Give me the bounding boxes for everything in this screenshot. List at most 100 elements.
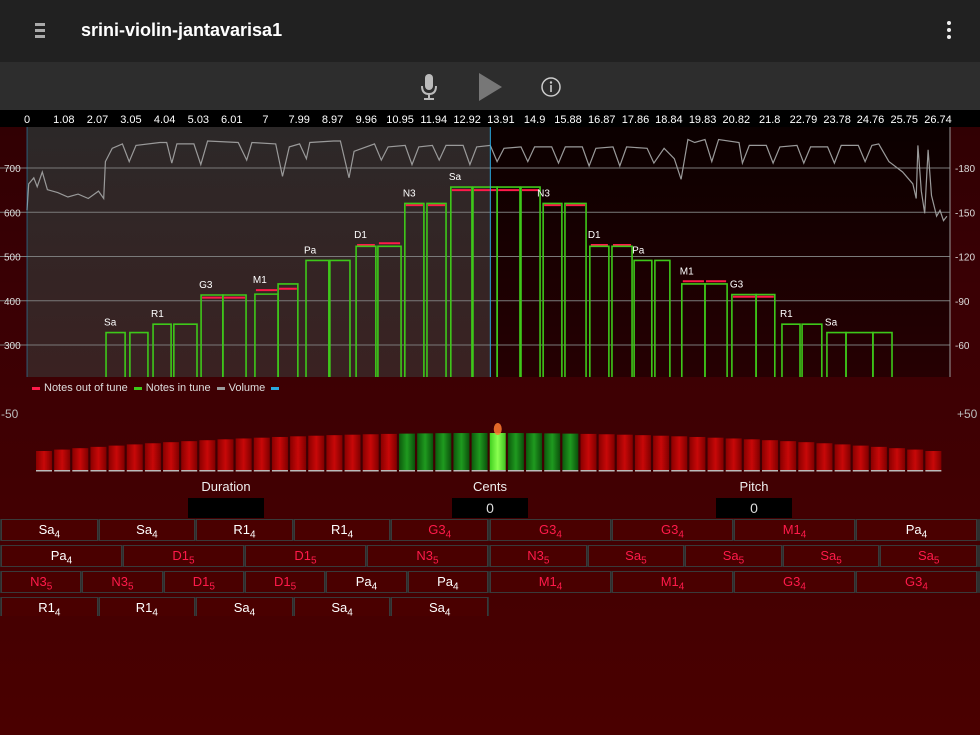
tuner-bar-base <box>380 470 397 472</box>
note-cell[interactable]: G34 <box>391 519 488 541</box>
note-cell[interactable]: Sa4 <box>1 519 98 541</box>
tuner-bar-base <box>126 470 143 472</box>
note-bar <box>305 259 330 377</box>
note-cell[interactable]: N35 <box>367 545 488 567</box>
playback-toolbar <box>0 62 980 110</box>
note-cell[interactable]: Sa5 <box>685 545 782 567</box>
note-cell[interactable]: Sa4 <box>98 519 196 541</box>
menu-icon[interactable] <box>28 20 52 44</box>
x-tick-label: 21.8 <box>759 114 780 126</box>
more-options-icon[interactable] <box>938 18 960 44</box>
note-cell[interactable]: Sa5 <box>880 545 977 567</box>
tuner-bar-base <box>90 470 107 472</box>
tuner-bar <box>816 443 833 471</box>
play-icon[interactable] <box>475 72 505 102</box>
tuner-bar-base <box>889 470 906 472</box>
note-cell[interactable]: Pa4 <box>856 519 977 541</box>
note-cell[interactable]: Sa4 <box>196 597 293 616</box>
note-label: Sa <box>449 172 462 183</box>
note-cell[interactable]: G34 <box>612 519 733 541</box>
note-label: G3 <box>730 280 744 291</box>
note-cell[interactable]: R14 <box>1 597 98 616</box>
note-cell[interactable]: Pa4 <box>1 545 122 567</box>
x-tick-label: 16.87 <box>588 114 616 126</box>
note-octave: 5 <box>933 555 940 567</box>
tuner-bar-base <box>417 470 434 472</box>
tuner-bar-base <box>235 470 252 472</box>
x-tick-label: 0 <box>24 114 30 126</box>
y-right-tick-label: -150 <box>955 208 975 219</box>
tuner-bar-base <box>199 470 216 472</box>
note-name: N3 <box>30 574 47 589</box>
note-cell[interactable]: R14 <box>98 597 196 616</box>
note-octave: 5 <box>543 555 550 567</box>
x-tick-label: 19.83 <box>689 114 717 126</box>
tuner-bar-base <box>798 470 815 472</box>
note-cell[interactable]: Pa4 <box>407 571 488 593</box>
note-bar <box>755 293 776 377</box>
tuner-bar-base <box>181 470 198 472</box>
note-cell[interactable]: R14 <box>293 519 391 541</box>
note-name: Sa <box>331 600 348 615</box>
note-cell[interactable]: Sa4 <box>391 597 488 616</box>
note-cell[interactable]: G34 <box>734 571 855 593</box>
tuner-bar-base <box>526 470 543 472</box>
note-label: M1 <box>680 266 694 277</box>
note-octave: 4 <box>347 607 353 616</box>
tuner-bar <box>598 434 615 471</box>
note-cell[interactable]: M14 <box>612 571 733 593</box>
y-left-tick-label: 500 <box>4 253 21 264</box>
note-cell[interactable]: Pa4 <box>326 571 407 593</box>
note-name: Sa <box>428 600 445 615</box>
note-cell[interactable]: G34 <box>490 519 611 541</box>
note-cell[interactable]: M14 <box>734 519 855 541</box>
note-cell[interactable]: D15 <box>123 545 244 567</box>
note-cell[interactable]: N35 <box>490 545 587 567</box>
tuner-bar <box>653 435 670 471</box>
note-cell[interactable]: D15 <box>244 571 326 593</box>
tuner-bar <box>907 449 924 471</box>
note-name: R1 <box>233 522 251 537</box>
tuner-bar <box>580 433 597 471</box>
note-octave: 4 <box>556 529 562 541</box>
x-tick-label: 9.96 <box>356 114 377 126</box>
note-name: G3 <box>428 522 446 537</box>
note-bar <box>589 245 610 377</box>
note-cell[interactable]: Sa4 <box>293 597 391 616</box>
x-tick-label: 24.76 <box>857 114 885 126</box>
x-tick-label: 10.95 <box>386 114 414 126</box>
note-cell[interactable]: R14 <box>196 519 293 541</box>
note-name: R1 <box>38 600 55 615</box>
tuner-bar <box>507 433 524 471</box>
note-cell[interactable]: Sa5 <box>587 545 685 567</box>
note-cell[interactable]: N35 <box>1 571 82 593</box>
note-name: R1 <box>330 522 348 537</box>
tuner-bar <box>126 444 143 471</box>
tuner-bar-base <box>362 470 379 472</box>
note-name: N3 <box>111 574 129 589</box>
microphone-icon[interactable] <box>414 72 444 102</box>
note-octave: 4 <box>444 607 451 616</box>
note-cell[interactable]: M14 <box>490 571 611 593</box>
pitch-chart[interactable]: 300 -60 400 -90 500 -120 600 -150 700 -180 0 1.08 2… <box>0 110 980 380</box>
note-cell[interactable]: G34 <box>856 571 977 593</box>
tuner-meter <box>36 423 942 472</box>
tuner-bar <box>453 433 470 471</box>
tuner-bar <box>308 435 325 471</box>
note-cell[interactable]: D15 <box>163 571 244 593</box>
note-octave: 4 <box>445 529 452 541</box>
x-tick-label: 11.94 <box>420 114 447 126</box>
x-tick-label: 26.74 <box>924 114 952 126</box>
note-bar <box>404 202 425 377</box>
tuner-bar <box>417 433 434 471</box>
note-cell[interactable]: N35 <box>82 571 163 593</box>
tuner-min-label: -50 <box>1 407 19 421</box>
duration-label: Duration <box>201 479 251 494</box>
x-tick-label: 18.84 <box>655 114 683 126</box>
note-cell[interactable]: Sa5 <box>782 545 880 567</box>
note-label: N3 <box>537 188 550 199</box>
note-cell[interactable]: D15 <box>245 545 366 567</box>
note-row: Pa4 D15 D15 N35 N35 Sa5 Sa5 Sa5 Sa5 <box>0 545 980 567</box>
tuner-bar-base <box>144 470 161 472</box>
info-icon[interactable] <box>536 72 566 102</box>
